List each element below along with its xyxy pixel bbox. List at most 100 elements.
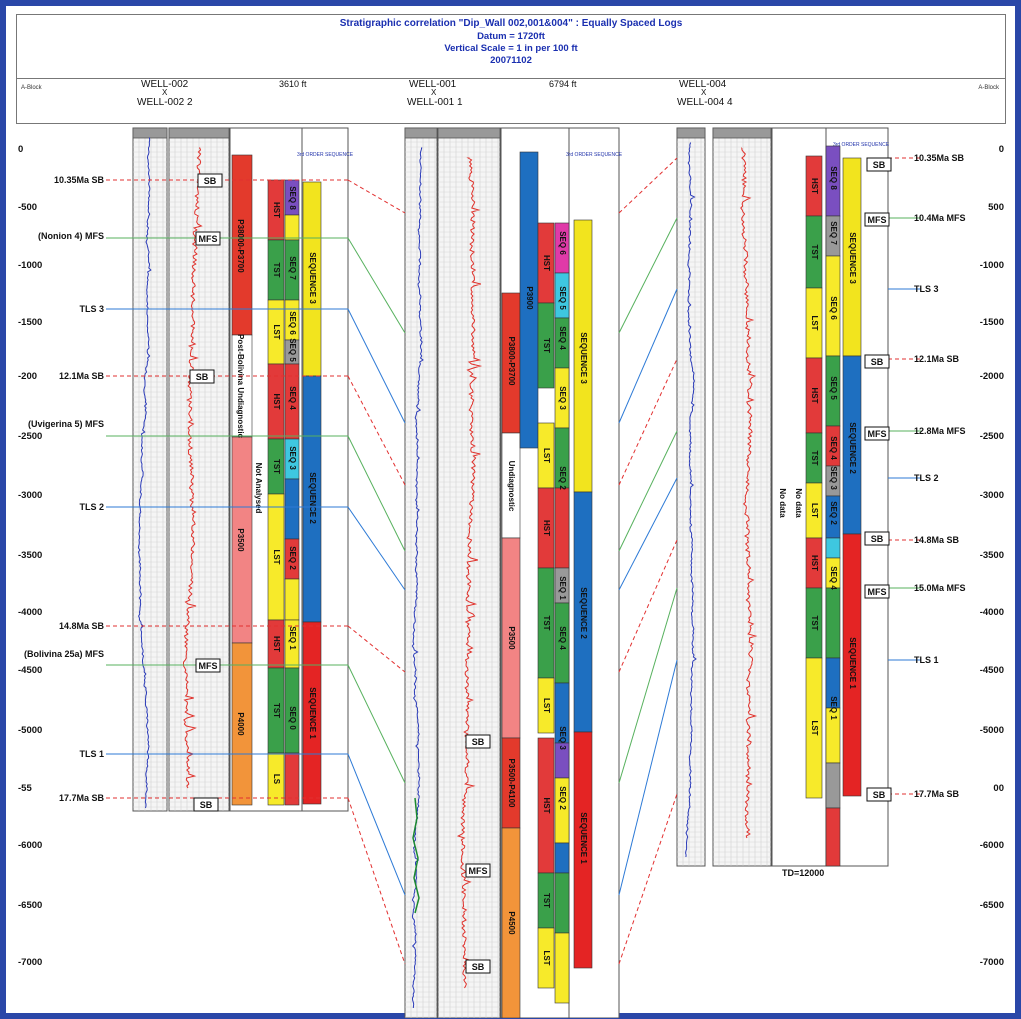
correlation-line-right-link [618, 587, 678, 784]
right-surface-label: TLS 2 [914, 473, 939, 483]
well-002-seq-block [284, 478, 300, 540]
well-001-zone-label: P3900 [525, 286, 534, 310]
correlation-line-right-link [618, 288, 678, 424]
correlation-line-right-link [618, 659, 678, 896]
well-004-sequence-label: SEQUENCE 3 [848, 232, 857, 284]
well-004-systems-label: HST [810, 555, 819, 571]
left-depth-label: -7000 [18, 957, 42, 968]
correlation-line-left-link [347, 664, 406, 784]
left-depth-label: -6500 [18, 900, 42, 911]
well-002-zone-label: Post-Bolivina Undiagnostic [236, 334, 245, 439]
well-002-systems-label: LS [272, 774, 281, 785]
right-surface-label: 15.0Ma MFS [914, 583, 966, 593]
left-surface-label: 14.8Ma SB [59, 621, 105, 631]
well-004-systems-label: TST [810, 615, 819, 630]
correlation-line-left-link [347, 797, 406, 965]
right-depth-label: -6500 [980, 900, 1004, 911]
sb-box [193, 797, 219, 812]
well-004-seq-header: 3rd ORDER SEQUENCE [833, 142, 890, 148]
well-004-marker: X [701, 88, 707, 97]
left-surface-label: (Bolivina 25a) MFS [24, 649, 104, 659]
track-header [437, 127, 501, 139]
well-001-systems-label: HST [542, 255, 551, 271]
left-depth-label: -5000 [18, 725, 42, 736]
well-001-systems-label: TST [542, 338, 551, 353]
well-004-sequence-label: SEQUENCE 1 [848, 637, 857, 689]
well-002-seq-label: SEQ 6 [288, 311, 297, 335]
mfs-box [864, 584, 890, 599]
well-004-systems-label: LST [810, 315, 819, 330]
left-depth-label: -500 [18, 202, 37, 213]
right-depth-label: 500 [988, 202, 1004, 213]
mfs-box-text: MFS [469, 866, 488, 876]
title-block: Stratigraphic correlation "Dip_Wall 002,… [16, 14, 1006, 80]
well-002-seq-label: SEQ 7 [288, 256, 297, 280]
well-001-zone-label: P3500-P4100 [507, 759, 516, 808]
track-header [132, 127, 168, 139]
correlation-panel: 0 -500 -1000 -1500 -200 -2500 -3000 -3500 -4000 -… [18, 127, 1004, 1018]
well-004-seq-label: SEQ 3 [829, 466, 838, 490]
well-001-sequence-label: SEQUENCE 2 [579, 587, 588, 639]
well-001-zone-block [501, 827, 521, 1018]
right-depth-label: -3000 [980, 490, 1004, 501]
well-002-seq-label: SEQ 3 [288, 446, 297, 470]
sb-box [864, 531, 890, 546]
well-001-seq-label: SEQ 2 [558, 786, 567, 810]
mfs-box-text: MFS [199, 661, 218, 671]
correlation-line-right-link [618, 358, 678, 486]
mfs-box [864, 212, 890, 227]
well-004-seq-label: SEQ 4 [829, 566, 838, 590]
well-002-seq-block [284, 214, 300, 241]
correlation-line-left-link [347, 375, 406, 486]
well-002-systems-label: HST [272, 394, 281, 410]
sb-box-text: SB [873, 790, 886, 800]
right-depth-label: -1000 [980, 260, 1004, 271]
mfs-box-text: MFS [868, 587, 887, 597]
well-001-sequence-label: SEQUENCE 3 [579, 332, 588, 384]
well-001-systems-label: LST [542, 698, 551, 713]
well-002-name: WELL-002 [141, 79, 189, 90]
right-depth-label: -5000 [980, 725, 1004, 736]
well-001-zone-label: P3500 [507, 626, 516, 650]
well-004-systems-tract [805, 657, 823, 799]
right-surface-label: 12.8Ma MFS [914, 426, 966, 436]
well-001-seq-label: SEQ 3 [558, 386, 567, 410]
right-depth-label: -2000 [980, 371, 1004, 382]
well-002-zone-label: P4000 [236, 712, 245, 736]
well-001-systems-label: HST [542, 520, 551, 536]
right-depth-label: -1500 [980, 317, 1004, 328]
right-depth-label: -3500 [980, 550, 1004, 561]
distance-1: 3610 ft [279, 79, 307, 89]
well-001-seq-header: 3rd ORDER SEQUENCE [566, 152, 623, 158]
sb-box [465, 959, 491, 974]
well-002-systems-label: TST [272, 703, 281, 718]
well-002-sp-log [137, 137, 152, 809]
well-001-green-log [412, 797, 420, 914]
well-004-nodata-label: No data [794, 488, 803, 518]
left-depth-label: -1500 [18, 317, 42, 328]
left-depth-label: -6000 [18, 840, 42, 851]
well-002-sp-track [132, 127, 168, 812]
datum-text: Datum = 1720ft [477, 31, 545, 42]
left-surface-label: (Uvigerina 5) MFS [28, 419, 104, 429]
correlation-line-right-link [618, 477, 678, 591]
left-surface-label: TLS 1 [79, 749, 104, 759]
well-001-seq-block [554, 872, 570, 934]
well-001-zone-label: P3800-P3700 [507, 337, 516, 386]
left-surface-label: (Nonion 4) MFS [38, 231, 104, 241]
mfs-box [465, 863, 491, 878]
well-001-systems-label: TST [542, 893, 551, 908]
left-depth-label: -2500 [18, 431, 42, 442]
well-001-seq-label: SEQ 3 [558, 726, 567, 750]
left-surface-label: TLS 2 [79, 502, 104, 512]
sb-box-text: SB [873, 160, 886, 170]
well-001-zone-label: P4500 [507, 911, 516, 935]
well-001-sp-log [411, 147, 424, 1009]
well-001-seq-label: SEQ 6 [558, 231, 567, 255]
well-001-seq-label: SEQ 4 [558, 626, 567, 650]
well-001-seq-label: SEQ 5 [558, 286, 567, 310]
well-004-sequence-1 [842, 533, 862, 797]
sb-box [189, 369, 215, 384]
well-002-seq-label: SEQ 4 [288, 386, 297, 410]
right-depth-label: -7000 [980, 957, 1004, 968]
